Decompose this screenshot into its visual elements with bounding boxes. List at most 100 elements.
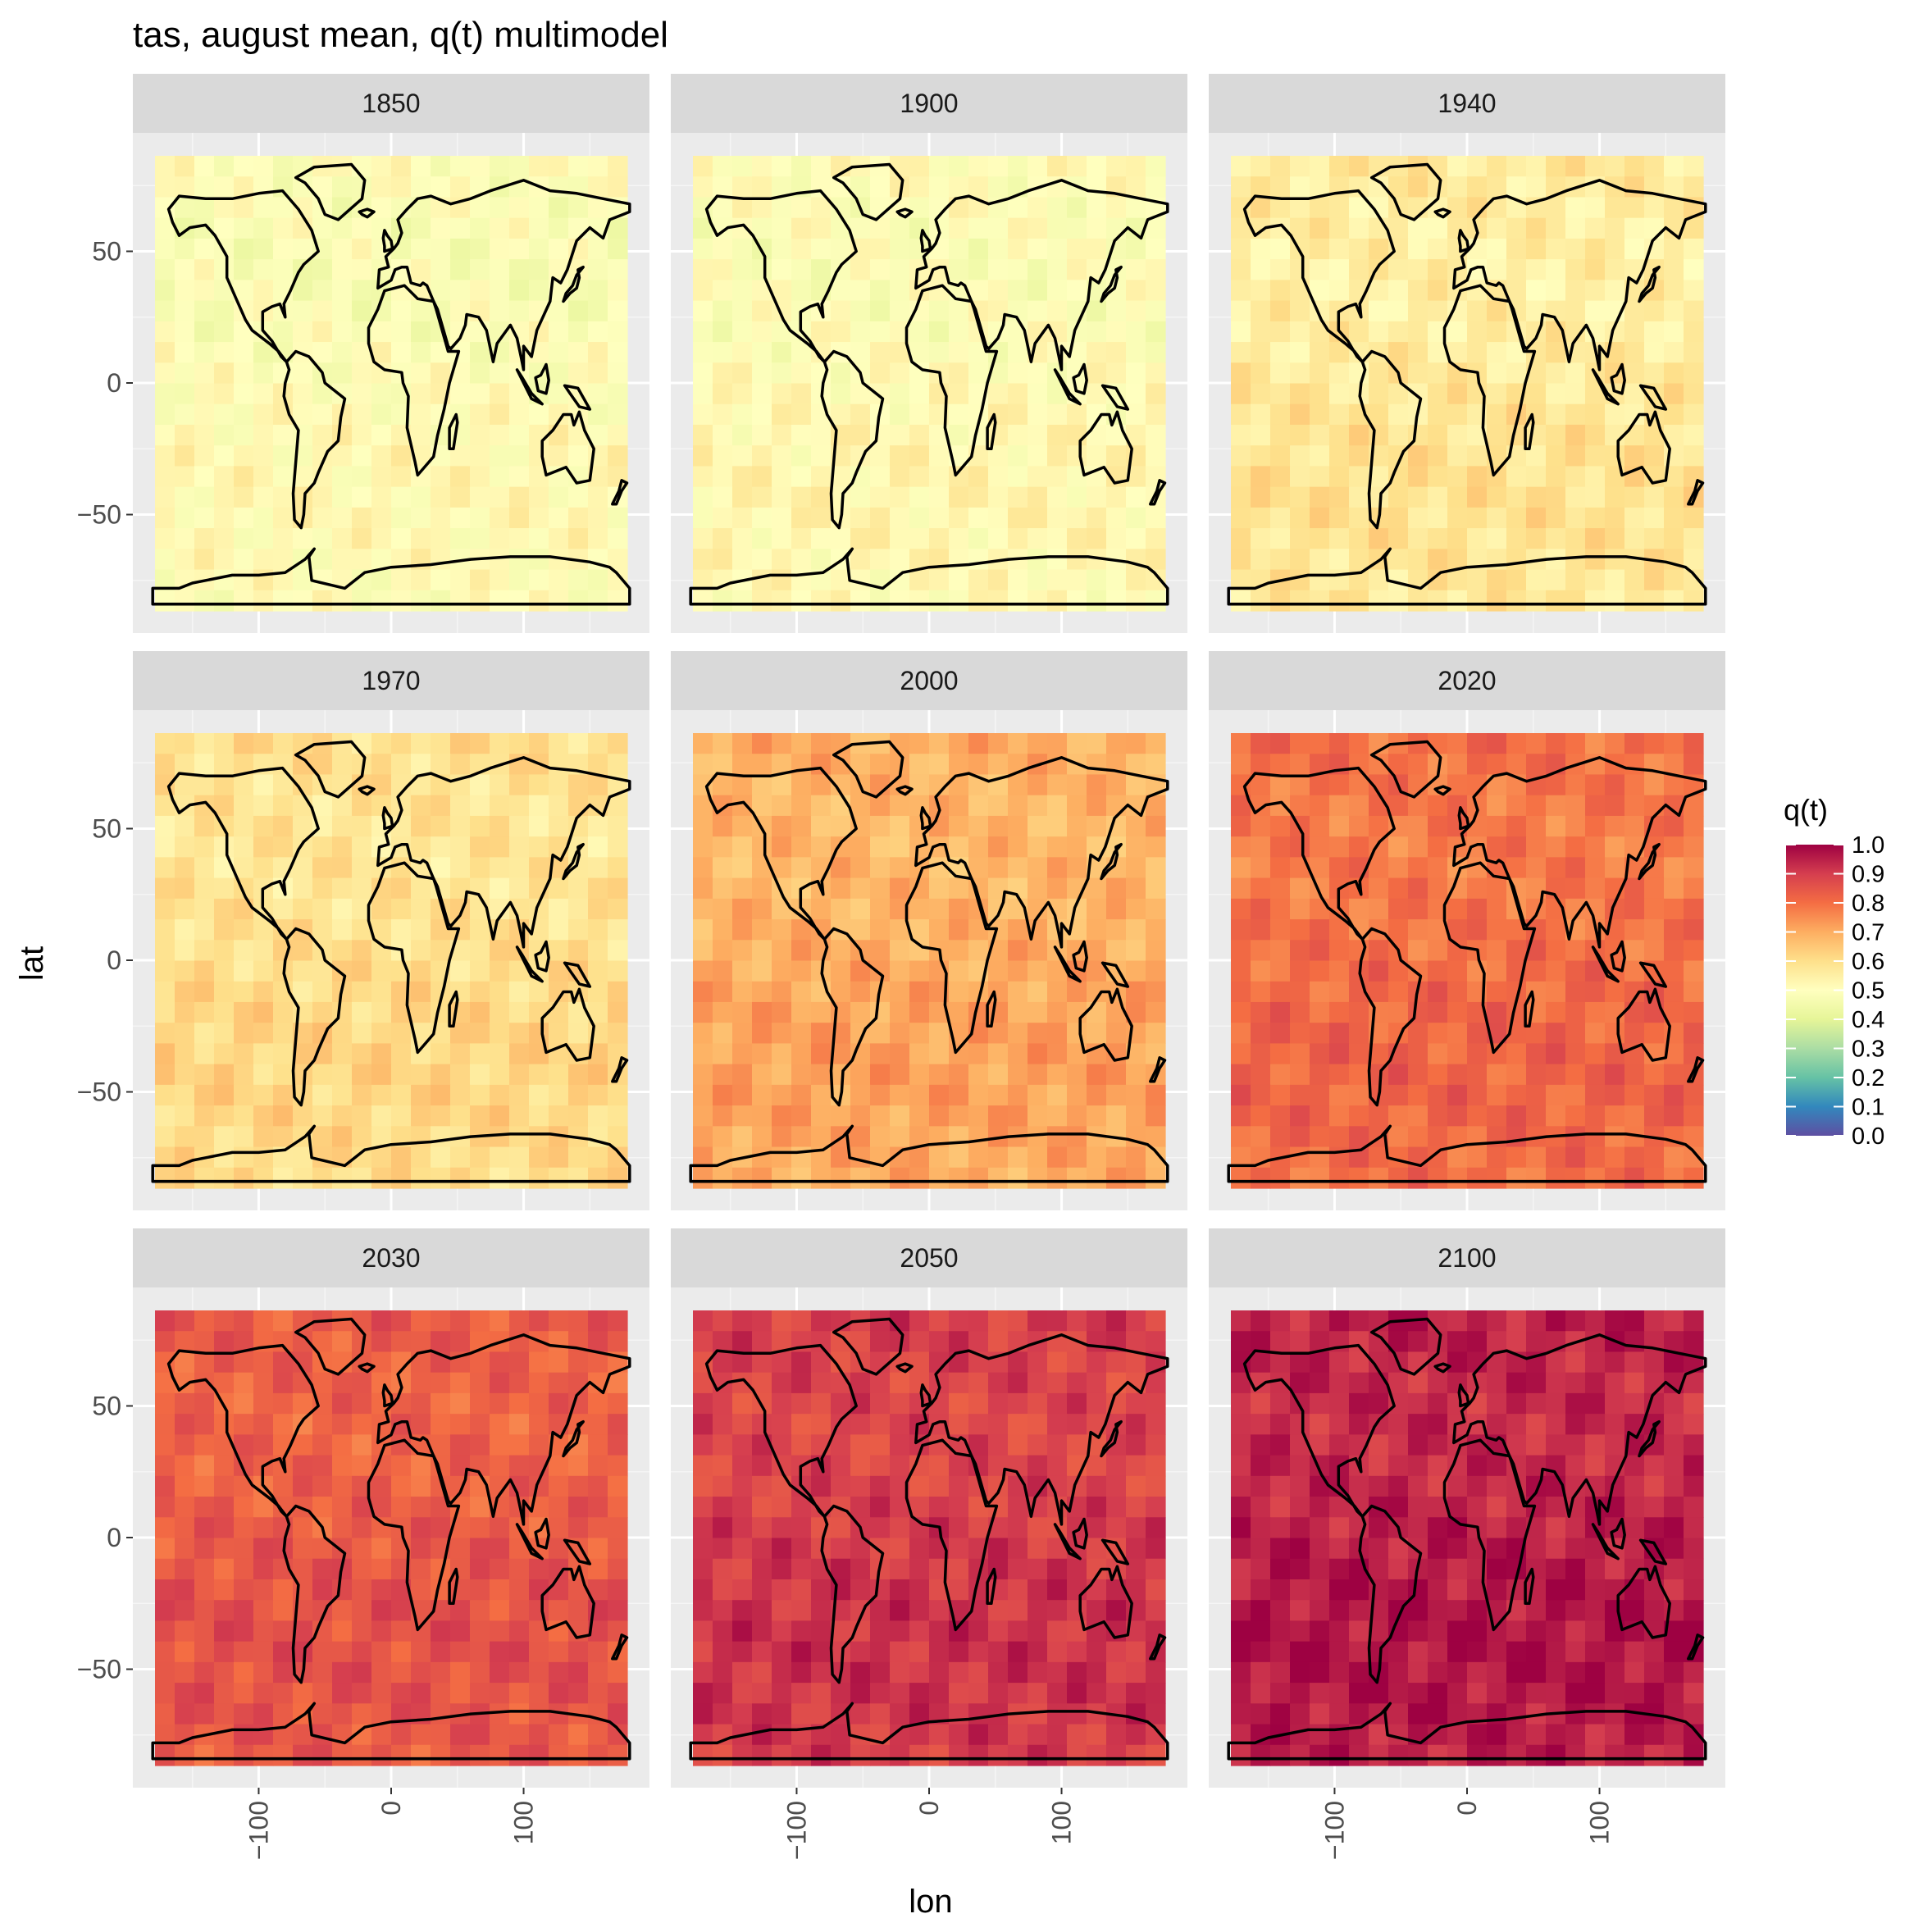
coastline-japan [562,265,585,303]
coastline-great-britain [381,1383,394,1408]
coastlines [689,162,1169,606]
coastline-africa [1442,284,1537,477]
coastline-south-america [282,1504,347,1684]
legend-tick-label: 1.0 [1852,832,1884,859]
coastline-africa [367,1438,461,1632]
coastline-greenland [294,1317,367,1376]
coastline-new-guinea [563,1538,592,1565]
facet-strip-label: 1970 [362,666,420,695]
coastline-greenland [294,162,367,221]
chart-title: tas, august mean, q(t) multimodel [133,15,668,55]
facet-strip-label: 1940 [1438,89,1496,118]
coastline-antarctica [689,547,1169,606]
coastlines [151,162,631,606]
coastline-north-america [166,189,320,364]
coastline-greenland [294,740,367,799]
coastline-antarctica [1227,547,1707,606]
q-field [693,733,1166,1189]
coastline-new-guinea [1100,384,1130,411]
coastline-north-america [166,766,320,941]
coastline-new-zealand [1687,1056,1705,1083]
coastline-greenland [832,1317,904,1376]
facet-strip-label: 1850 [362,89,420,118]
facet-strip [671,1228,1187,1287]
coastline-madagascar [1524,990,1535,1028]
coastline-antarctica [689,1702,1169,1761]
facet-strip-label: 1900 [900,89,958,118]
y-tick-label: 0 [107,368,121,398]
coastline-japan [1100,265,1123,303]
coastline-iceland [895,785,914,796]
coastline-north-america [1242,766,1396,941]
legend: q(t) 1.0 0.9 0.8 0.7 0.6 0.50.4 0.30.2 0.10.0 [1784,793,1884,1150]
coastline-iceland [895,207,914,219]
coastline-borneo [1610,362,1626,395]
coastline-new-guinea [1638,961,1668,988]
q-field [155,156,628,612]
coastline-new-zealand [1687,479,1705,506]
x-tick-label: 100 [1047,1801,1077,1844]
coastline-new-guinea [563,384,592,411]
x-tick-label: −100 [1319,1801,1349,1860]
coastline-japan [562,1419,585,1458]
facet-panel-1900: 1900 [671,74,1187,633]
coastline-madagascar [1524,1567,1535,1606]
coastline-indonesia [1053,945,1082,983]
y-tick-label: 0 [107,1523,121,1552]
coastline-madagascar [448,412,459,451]
coastline-africa [904,861,999,1055]
coastline-new-zealand [1149,1056,1167,1083]
y-tick-label: −50 [77,500,121,530]
coastline-borneo [1072,940,1088,973]
coastline-madagascar [986,990,997,1028]
coastline-australia [1616,987,1671,1062]
coastline-south-america [1358,927,1423,1107]
coastline-new-zealand [611,1634,629,1661]
facet-panel-2020: 2020 [1209,651,1725,1210]
legend-tick-label: 0.9 [1852,862,1884,888]
coastline-great-britain [919,229,932,253]
coastline-great-britain [1457,1383,1470,1408]
facet-panel-2030: 2030 [133,1228,649,1788]
facet-strip-label: 2050 [900,1243,958,1273]
coastline-iceland [358,785,376,796]
legend-ticks: 1.0 0.9 0.8 0.7 0.6 0.50.4 0.30.2 0.10.0 [1786,832,1884,1150]
coastline-north-america [1242,1343,1396,1519]
coastlines [689,1317,1169,1761]
facet-strip [671,651,1187,710]
coastline-australia [1078,987,1133,1062]
facet-strip [133,1228,649,1287]
coastline-indonesia [1591,368,1620,406]
coastline-south-america [820,349,885,530]
facet-panel-1970: 1970 [133,651,649,1210]
coastline-madagascar [986,1567,997,1606]
x-tick-label: −100 [781,1801,811,1860]
facet-strip [671,74,1187,133]
coastline-iceland [358,1362,376,1374]
coastline-new-zealand [611,479,629,506]
coastlines [1227,1317,1707,1761]
coastline-japan [1100,1419,1123,1458]
facet-strip [1209,74,1725,133]
coastline-africa [904,1438,999,1632]
q-field [693,1310,1166,1766]
legend-tick-label: 0.6 [1852,949,1884,975]
coastline-new-zealand [611,1056,629,1083]
coastline-australia [1616,1565,1671,1639]
coastlines [151,740,631,1183]
coastline-new-guinea [563,961,592,988]
facet-strip [133,651,649,710]
coastline-japan [562,842,585,881]
facet-panel-1940: 1940 [1209,74,1725,633]
x-tick-label: 100 [1585,1801,1615,1844]
coastline-north-america [704,766,858,941]
facet-panel-2100: 2100 [1209,1228,1725,1788]
facet-panel-1850: 1850 [133,74,649,633]
q-field [155,733,628,1189]
coastline-south-america [282,349,347,530]
coastline-indonesia [1053,368,1082,406]
coastline-south-america [1358,349,1423,530]
q-field [1231,156,1704,612]
coastline-australia [540,410,595,485]
